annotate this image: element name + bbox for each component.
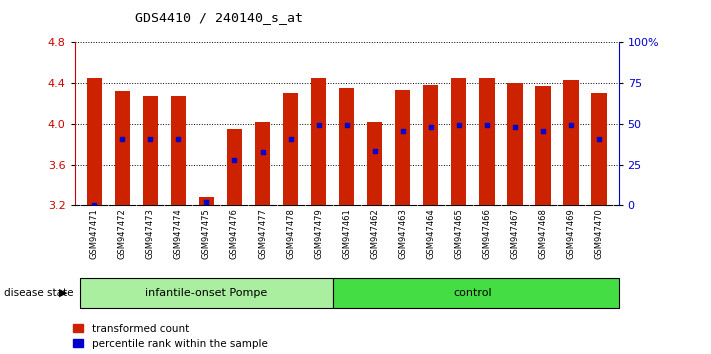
FancyBboxPatch shape: [333, 278, 619, 308]
Bar: [367, 122, 383, 205]
Bar: [451, 78, 466, 205]
Bar: [563, 80, 579, 205]
Bar: [198, 197, 214, 205]
Bar: [171, 96, 186, 205]
FancyBboxPatch shape: [80, 278, 333, 308]
Bar: [255, 122, 270, 205]
Bar: [423, 85, 439, 205]
Bar: [143, 96, 158, 205]
Text: GDS4410 / 240140_s_at: GDS4410 / 240140_s_at: [135, 11, 303, 24]
Bar: [507, 83, 523, 205]
Text: ▶: ▶: [59, 288, 68, 298]
Bar: [227, 129, 242, 205]
Bar: [395, 90, 410, 205]
Text: control: control: [454, 288, 492, 298]
Bar: [114, 91, 130, 205]
Bar: [339, 88, 354, 205]
Bar: [592, 93, 606, 205]
Text: infantile-onset Pompe: infantile-onset Pompe: [145, 288, 267, 298]
Bar: [311, 78, 326, 205]
Bar: [479, 78, 495, 205]
Legend: transformed count, percentile rank within the sample: transformed count, percentile rank withi…: [73, 324, 267, 349]
Text: disease state: disease state: [4, 288, 73, 298]
Bar: [283, 93, 298, 205]
Bar: [535, 86, 550, 205]
Bar: [87, 78, 102, 205]
